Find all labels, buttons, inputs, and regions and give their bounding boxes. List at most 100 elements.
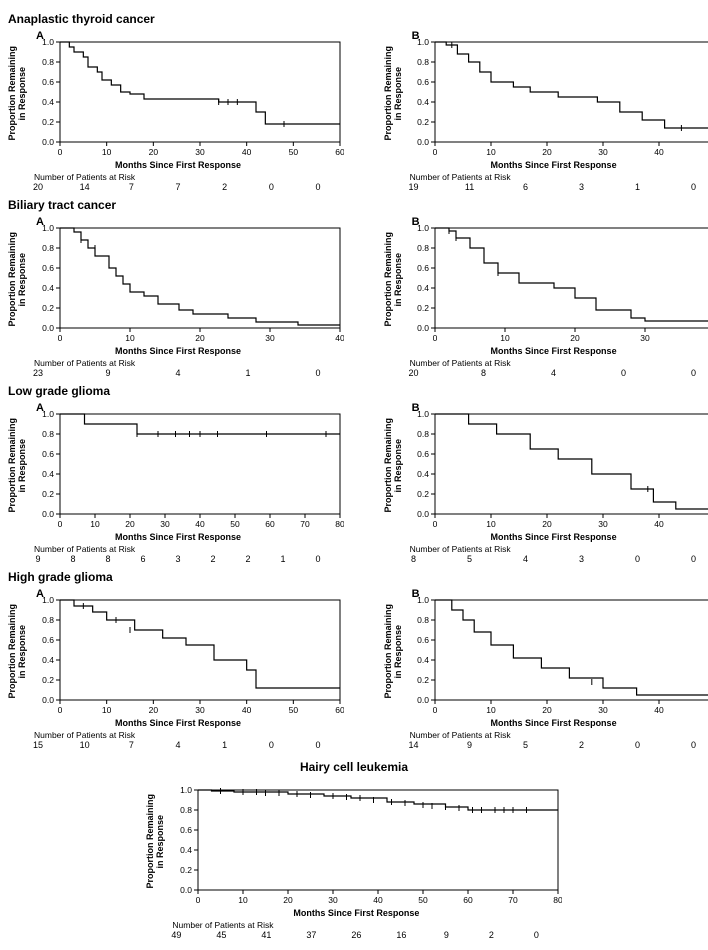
svg-text:40: 40 [655, 147, 665, 157]
svg-text:10: 10 [90, 519, 100, 529]
km-panel: A Proportion Remainingin Response 0.00.2… [8, 214, 364, 380]
svg-text:40: 40 [195, 519, 205, 529]
svg-text:0: 0 [433, 147, 438, 157]
svg-text:0.8: 0.8 [42, 57, 54, 67]
km-plot: 0.00.20.40.60.81.001020304050 [405, 400, 708, 530]
svg-text:10: 10 [102, 705, 112, 715]
svg-text:10: 10 [487, 519, 497, 529]
svg-text:0.6: 0.6 [42, 635, 54, 645]
svg-text:10: 10 [487, 705, 497, 715]
svg-text:0.0: 0.0 [418, 695, 430, 705]
svg-text:1.0: 1.0 [42, 37, 54, 47]
svg-text:0.0: 0.0 [42, 695, 54, 705]
svg-text:10: 10 [238, 895, 248, 905]
svg-text:0.6: 0.6 [42, 263, 54, 273]
svg-text:10: 10 [501, 333, 511, 343]
svg-text:0.2: 0.2 [42, 303, 54, 313]
svg-text:1.0: 1.0 [42, 595, 54, 605]
svg-text:60: 60 [265, 519, 275, 529]
svg-text:0.8: 0.8 [418, 615, 430, 625]
svg-text:40: 40 [655, 705, 665, 715]
svg-text:0.8: 0.8 [42, 429, 54, 439]
svg-text:40: 40 [655, 519, 665, 529]
svg-text:20: 20 [148, 147, 158, 157]
svg-text:20: 20 [283, 895, 293, 905]
km-panel: Proportion Remainingin Response 0.00.20.… [146, 776, 561, 942]
svg-text:20: 20 [543, 705, 553, 715]
group-title: Biliary tract cancer [8, 198, 700, 212]
svg-text:0.8: 0.8 [418, 57, 430, 67]
svg-text:0.4: 0.4 [42, 283, 54, 293]
svg-text:20: 20 [125, 519, 135, 529]
svg-text:0.0: 0.0 [418, 137, 430, 147]
svg-text:0: 0 [433, 705, 438, 715]
svg-text:0: 0 [433, 519, 438, 529]
svg-text:0: 0 [57, 705, 62, 715]
svg-text:20: 20 [543, 147, 553, 157]
svg-text:80: 80 [335, 519, 344, 529]
svg-text:0.8: 0.8 [42, 243, 54, 253]
svg-text:40: 40 [373, 895, 383, 905]
svg-text:30: 30 [195, 147, 205, 157]
svg-text:1.0: 1.0 [180, 785, 192, 795]
y-axis-title: Proportion Remainingin Response [384, 418, 404, 513]
svg-text:0.6: 0.6 [180, 825, 192, 835]
svg-text:20: 20 [195, 333, 205, 343]
svg-text:50: 50 [288, 147, 298, 157]
group-title: Hairy cell leukemia [8, 760, 700, 774]
svg-text:0.4: 0.4 [180, 845, 192, 855]
svg-text:20: 20 [148, 705, 158, 715]
svg-text:1.0: 1.0 [42, 409, 54, 419]
x-axis-title: Months Since First Response [414, 718, 694, 728]
svg-text:0.8: 0.8 [180, 805, 192, 815]
svg-text:60: 60 [335, 147, 344, 157]
group-title: Anaplastic thyroid cancer [8, 12, 700, 26]
group-title: Low grade glioma [8, 384, 700, 398]
at-risk-label: Number of Patients at Risk [410, 544, 708, 554]
at-risk-label: Number of Patients at Risk [34, 172, 364, 182]
svg-text:0.8: 0.8 [418, 243, 430, 253]
svg-text:30: 30 [328, 895, 338, 905]
svg-text:50: 50 [288, 705, 298, 715]
svg-text:60: 60 [463, 895, 473, 905]
km-plot: 0.00.20.40.60.81.00102030405060 [30, 586, 344, 716]
svg-text:50: 50 [418, 895, 428, 905]
svg-text:30: 30 [599, 705, 609, 715]
at-risk-label: Number of Patients at Risk [34, 358, 364, 368]
svg-text:40: 40 [335, 333, 344, 343]
x-axis-title: Months Since First Response [38, 346, 318, 356]
km-plot: 0.00.20.40.60.81.001020304050 [405, 586, 708, 716]
svg-text:0.4: 0.4 [42, 97, 54, 107]
svg-text:0.0: 0.0 [42, 509, 54, 519]
svg-text:0.2: 0.2 [418, 303, 430, 313]
km-panel: B Proportion Remainingin Response 0.00.2… [384, 214, 708, 380]
svg-text:0: 0 [57, 519, 62, 529]
svg-text:0: 0 [433, 333, 438, 343]
km-panel: B Proportion Remainingin Response 0.00.2… [384, 400, 708, 566]
km-plot: 0.00.20.40.60.81.0010203040 [30, 214, 344, 344]
at-risk-label: Number of Patients at Risk [410, 730, 708, 740]
svg-text:0.0: 0.0 [418, 509, 430, 519]
svg-text:0.0: 0.0 [418, 323, 430, 333]
x-axis-title: Months Since First Response [414, 160, 694, 170]
svg-text:30: 30 [599, 519, 609, 529]
svg-text:70: 70 [508, 895, 518, 905]
x-axis-title: Months Since First Response [38, 718, 318, 728]
y-axis-title: Proportion Remainingin Response [384, 46, 404, 141]
svg-text:0.4: 0.4 [418, 655, 430, 665]
x-axis-title: Months Since First Response [38, 160, 318, 170]
svg-text:1.0: 1.0 [418, 595, 430, 605]
km-plot: 0.00.20.40.60.81.00102030405060 [30, 28, 344, 158]
svg-text:0.4: 0.4 [42, 469, 54, 479]
at-risk-label: Number of Patients at Risk [172, 920, 561, 930]
svg-text:60: 60 [335, 705, 344, 715]
svg-text:10: 10 [487, 147, 497, 157]
km-plot: 0.00.20.40.60.81.001020304050 [405, 28, 708, 158]
y-axis-title: Proportion Remainingin Response [146, 794, 166, 889]
svg-text:30: 30 [641, 333, 651, 343]
svg-text:0.2: 0.2 [42, 117, 54, 127]
svg-text:1.0: 1.0 [42, 223, 54, 233]
svg-text:0.2: 0.2 [418, 675, 430, 685]
at-risk-label: Number of Patients at Risk [410, 358, 708, 368]
svg-text:30: 30 [265, 333, 275, 343]
